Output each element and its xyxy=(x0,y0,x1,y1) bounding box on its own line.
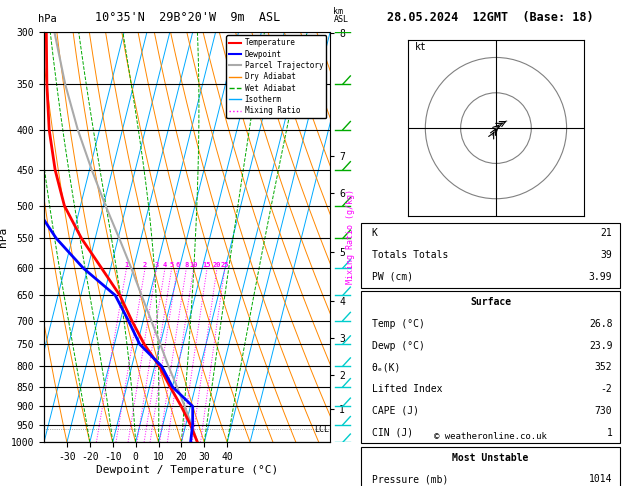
Text: 15: 15 xyxy=(203,262,211,268)
Bar xyxy=(361,223,620,288)
Text: 39: 39 xyxy=(601,250,613,260)
Text: 6: 6 xyxy=(175,262,179,268)
X-axis label: Dewpoint / Temperature (°C): Dewpoint / Temperature (°C) xyxy=(96,465,278,475)
Text: 5: 5 xyxy=(170,262,174,268)
Text: 10: 10 xyxy=(189,262,198,268)
Y-axis label: hPa: hPa xyxy=(0,227,8,247)
Text: Lifted Index: Lifted Index xyxy=(372,384,442,394)
Text: 21: 21 xyxy=(601,228,613,239)
Text: 25: 25 xyxy=(221,262,229,268)
Text: K: K xyxy=(372,228,377,239)
Text: θₑ(K): θₑ(K) xyxy=(372,362,401,372)
Text: Pressure (mb): Pressure (mb) xyxy=(372,474,448,485)
Text: 28.05.2024  12GMT  (Base: 18): 28.05.2024 12GMT (Base: 18) xyxy=(387,11,594,24)
Text: Dewp (°C): Dewp (°C) xyxy=(372,341,425,350)
Text: Totals Totals: Totals Totals xyxy=(372,250,448,260)
Text: 2: 2 xyxy=(143,262,147,268)
Bar xyxy=(361,291,620,444)
Text: CIN (J): CIN (J) xyxy=(372,428,413,437)
Text: kt: kt xyxy=(415,42,426,52)
Text: PW (cm): PW (cm) xyxy=(372,272,413,282)
Text: Mixing Ratio (g/kg): Mixing Ratio (g/kg) xyxy=(346,190,355,284)
Text: Surface: Surface xyxy=(470,297,511,307)
Text: Temp (°C): Temp (°C) xyxy=(372,319,425,329)
Text: hPa: hPa xyxy=(38,14,57,24)
Text: 3.99: 3.99 xyxy=(589,272,613,282)
Legend: Temperature, Dewpoint, Parcel Trajectory, Dry Adiabat, Wet Adiabat, Isotherm, Mi: Temperature, Dewpoint, Parcel Trajectory… xyxy=(226,35,326,118)
Text: 3: 3 xyxy=(155,262,159,268)
Text: 23.9: 23.9 xyxy=(589,341,613,350)
Text: 730: 730 xyxy=(594,406,613,416)
Text: 1014: 1014 xyxy=(589,474,613,485)
Text: Most Unstable: Most Unstable xyxy=(452,452,529,463)
Text: 1: 1 xyxy=(606,428,613,437)
Text: km
ASL: km ASL xyxy=(333,7,348,24)
Text: LCL: LCL xyxy=(314,425,329,434)
Text: 8: 8 xyxy=(184,262,189,268)
Text: 26.8: 26.8 xyxy=(589,319,613,329)
Text: 1: 1 xyxy=(125,262,129,268)
Text: -2: -2 xyxy=(601,384,613,394)
Text: 4: 4 xyxy=(163,262,167,268)
Text: © weatheronline.co.uk: © weatheronline.co.uk xyxy=(434,433,547,441)
Text: CAPE (J): CAPE (J) xyxy=(372,406,419,416)
Text: 20: 20 xyxy=(213,262,221,268)
Bar xyxy=(361,447,620,486)
Text: 10°35'N  29B°20'W  9m  ASL: 10°35'N 29B°20'W 9m ASL xyxy=(94,11,280,24)
Text: 352: 352 xyxy=(594,362,613,372)
